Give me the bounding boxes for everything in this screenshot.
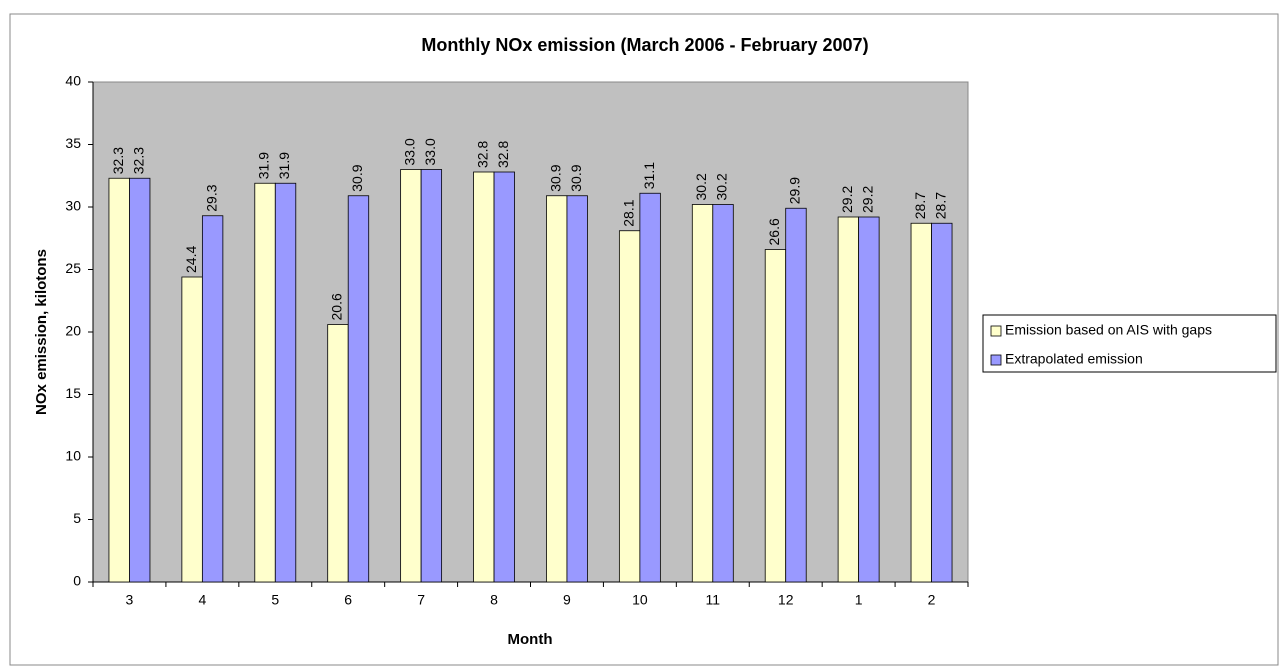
- data-label: 29.2: [860, 186, 876, 213]
- data-label: 26.6: [766, 218, 782, 245]
- bar: [712, 204, 734, 583]
- bar: [129, 177, 151, 583]
- data-label: 30.2: [714, 173, 730, 200]
- bar: [181, 276, 203, 583]
- x-tick-label: 6: [344, 592, 352, 608]
- bar: [639, 192, 661, 583]
- data-label: 24.4: [183, 246, 199, 273]
- bar: [837, 216, 860, 583]
- y-tick-label: 15: [65, 385, 81, 401]
- x-tick-label: 2: [928, 592, 936, 608]
- bar: [347, 195, 370, 583]
- x-tick-label: 8: [490, 592, 498, 608]
- legend-swatch: [990, 354, 1002, 366]
- y-tick-label: 35: [65, 135, 81, 151]
- data-label: 29.3: [203, 184, 219, 211]
- bar: [546, 195, 568, 583]
- data-label: 32.8: [495, 141, 511, 168]
- x-tick-label: 11: [706, 592, 721, 608]
- bar: [618, 230, 641, 583]
- bar: [931, 222, 953, 583]
- y-tick-label: 25: [65, 260, 81, 276]
- y-tick-label: 40: [65, 73, 81, 89]
- data-label: 32.3: [130, 147, 146, 174]
- bar: [493, 171, 515, 583]
- bar: [858, 216, 880, 583]
- data-label: 29.2: [839, 186, 855, 213]
- data-label: 28.7: [932, 192, 948, 219]
- bar: [254, 182, 276, 583]
- data-label: 32.3: [110, 147, 126, 174]
- y-tick-label: 0: [73, 573, 81, 589]
- data-label: 28.1: [620, 199, 636, 226]
- bar: [420, 169, 443, 583]
- y-axis-title: NOx emission, kilotons: [33, 249, 50, 415]
- bar: [201, 215, 224, 583]
- x-tick-label: 9: [563, 592, 571, 608]
- legend-swatch: [990, 325, 1002, 337]
- data-label: 20.6: [329, 293, 345, 320]
- bar: [566, 195, 588, 583]
- bar: [108, 177, 130, 583]
- data-label: 29.9: [787, 177, 803, 204]
- data-label: 33.0: [402, 138, 418, 165]
- data-label: 31.9: [276, 152, 292, 179]
- x-axis-title: Month: [508, 631, 553, 648]
- chart-title: Monthly NOx emission (March 2006 - Febru…: [421, 35, 868, 55]
- y-tick-label: 5: [73, 510, 81, 526]
- legend-label: Extrapolated emission: [1005, 351, 1143, 367]
- bar: [764, 249, 787, 583]
- y-tick-label: 10: [65, 448, 81, 464]
- x-tick-label: 10: [632, 592, 648, 608]
- y-tick-label: 20: [65, 323, 81, 339]
- data-label: 28.7: [912, 192, 928, 219]
- y-tick-label: 30: [65, 198, 81, 214]
- bar: [473, 171, 495, 583]
- legend-label: Emission based on AIS with gaps: [1005, 322, 1212, 338]
- bar: [400, 169, 422, 583]
- bar: [274, 182, 297, 583]
- x-tick-label: 7: [417, 592, 425, 608]
- data-label: 33.0: [422, 138, 438, 165]
- data-label: 31.1: [641, 162, 657, 189]
- data-label: 30.2: [693, 173, 709, 200]
- data-label: 31.9: [256, 152, 272, 179]
- x-tick-label: 4: [198, 592, 206, 608]
- x-tick-label: 12: [778, 592, 794, 608]
- x-tick-label: 1: [855, 592, 863, 608]
- data-label: 32.8: [474, 141, 490, 168]
- data-label: 30.9: [349, 164, 365, 191]
- data-label: 30.9: [547, 164, 563, 191]
- bar: [691, 204, 714, 583]
- bar: [327, 324, 349, 583]
- data-label: 30.9: [568, 164, 584, 191]
- legend-box: [982, 314, 1277, 373]
- x-tick-label: 3: [126, 592, 134, 608]
- x-tick-label: 5: [271, 592, 279, 608]
- bar: [910, 222, 932, 583]
- bar: [785, 207, 807, 583]
- plot-area: [92, 81, 969, 583]
